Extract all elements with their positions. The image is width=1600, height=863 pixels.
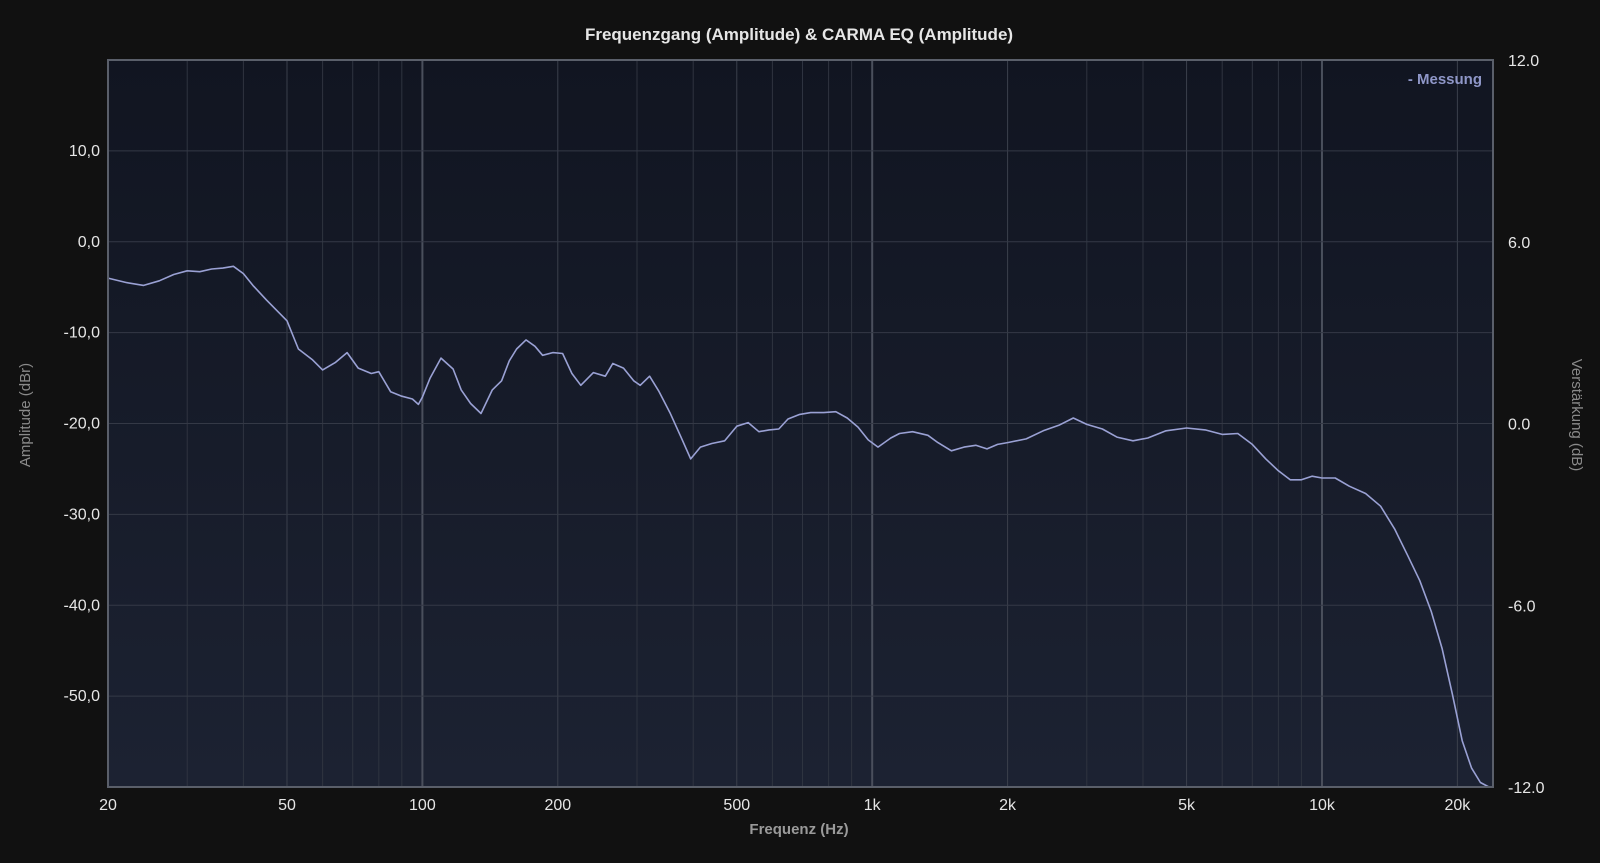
y-tick-label: -10,0 [64, 325, 101, 342]
y-tick-label: 0,0 [78, 234, 100, 251]
x-tick-label: 100 [409, 797, 436, 814]
series-line-0 [107, 265, 1490, 788]
chart-title: Frequenzgang (Amplitude) & CARMA EQ (Amp… [585, 25, 1013, 44]
y-tick-label: -40,0 [64, 597, 101, 614]
legend-entry-messung: - Messung [1408, 71, 1482, 88]
y-tick-label: -50,0 [64, 688, 101, 705]
x-axis-label: Frequenz (Hz) [749, 821, 848, 838]
x-tick-label: 20k [1444, 797, 1471, 814]
plot-border [107, 59, 1494, 788]
x-tick-label: 1k [864, 797, 882, 814]
y2-tick-label: -6.0 [1508, 598, 1536, 615]
y-tick-label: 10,0 [69, 143, 100, 160]
x-tick-label: 5k [1178, 797, 1196, 814]
x-tick-label: 500 [723, 797, 750, 814]
x-tick-label: 200 [544, 797, 571, 814]
y2-tick-label: 0.0 [1508, 417, 1530, 434]
y2-tick-label: -12.0 [1508, 780, 1545, 797]
x-tick-label: 2k [999, 797, 1017, 814]
y-tick-label: -20,0 [64, 416, 101, 433]
y2-tick-label: 12.0 [1508, 53, 1539, 70]
y-tick-label: -30,0 [64, 506, 101, 523]
y2-tick-label: 6.0 [1508, 235, 1530, 252]
y2-axis-label: Verstärkung (dB) [1568, 359, 1585, 472]
x-tick-label: 20 [99, 797, 117, 814]
x-tick-label: 10k [1309, 797, 1336, 814]
x-tick-label: 50 [278, 797, 296, 814]
y-axis-label: Amplitude (dBr) [17, 363, 34, 467]
